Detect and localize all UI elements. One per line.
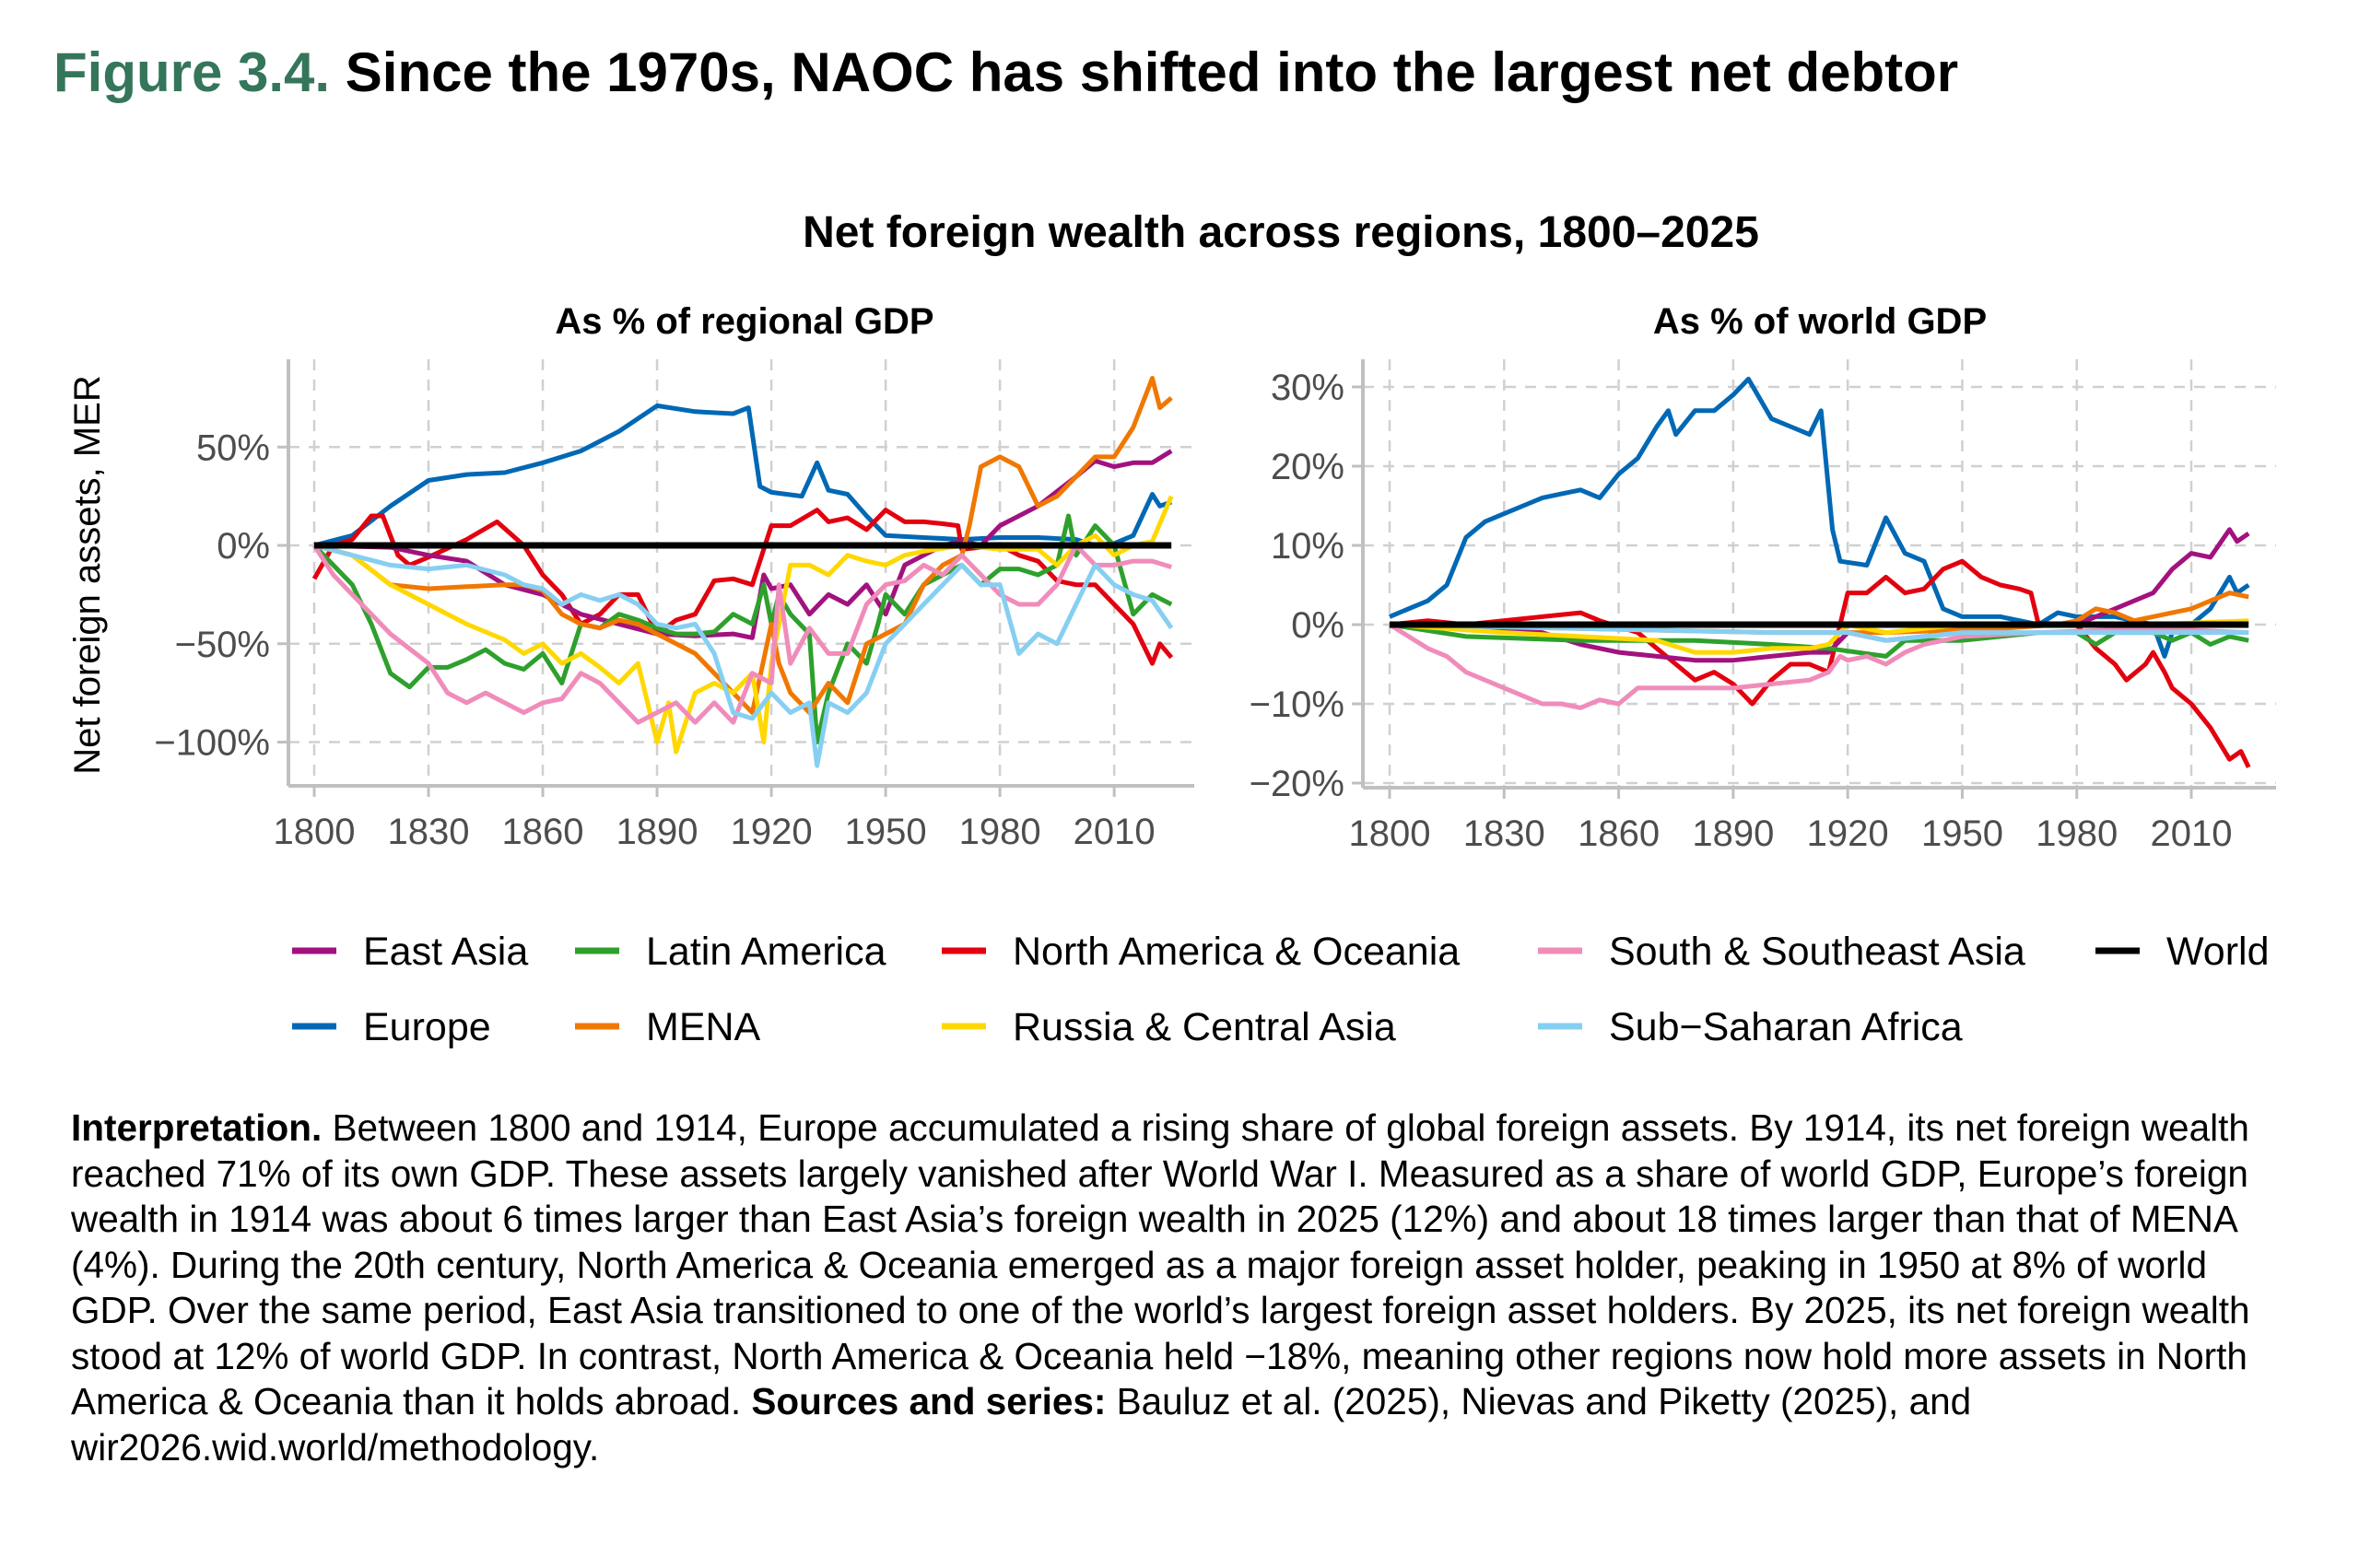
legend-item-world: World xyxy=(2095,930,2270,974)
panel-regional-gdp: As % of regional GDP 1800 1830 1860 1890 192… xyxy=(154,301,1194,852)
x-tick-label: 1950 xyxy=(845,812,927,852)
x-tick-label: 1980 xyxy=(2036,813,2118,854)
panel-title: As % of world GDP xyxy=(1653,301,1987,342)
y-tick-label: 30% xyxy=(1271,368,1344,408)
legend-item-europe: Europe xyxy=(292,1005,491,1049)
interpretation-note: Interpretation. Between 1800 and 1914, E… xyxy=(71,1106,2273,1470)
legend-item-russia: Russia & Central Asia xyxy=(942,1005,1396,1049)
x-tick-label: 2010 xyxy=(1074,812,1156,852)
y-tick-label: −20% xyxy=(1250,764,1344,804)
interpretation-label: Interpretation. xyxy=(71,1106,323,1149)
sources-label: Sources and series: xyxy=(751,1380,1107,1422)
x-tick-label: 1980 xyxy=(959,812,1041,852)
x-tick-label: 1890 xyxy=(1692,813,1774,854)
x-tick-label: 1860 xyxy=(502,812,584,852)
y-tick-label: 50% xyxy=(196,427,270,468)
interpretation-text: Between 1800 and 1914, Europe accumulate… xyxy=(71,1106,2250,1422)
y-tick-label: 20% xyxy=(1271,447,1344,487)
x-tick-label: 2010 xyxy=(2151,813,2233,854)
legend-item-latin-america: Latin America xyxy=(575,930,886,974)
legend-item-east-asia: East Asia xyxy=(292,930,528,974)
legend-item-ssa: Sub−Saharan Africa xyxy=(1538,1005,1963,1049)
x-tick-label: 1830 xyxy=(388,812,470,852)
series-line-naoc xyxy=(1389,558,2251,768)
legend-label: Sub−Saharan Africa xyxy=(1609,1005,1963,1049)
figure-number: Figure 3.4. xyxy=(53,41,331,103)
y-tick-label: 0% xyxy=(1291,605,1344,646)
panel-title: As % of regional GDP xyxy=(555,301,933,342)
x-tick-label: 1920 xyxy=(731,812,813,852)
x-tick-label: 1830 xyxy=(1463,813,1545,854)
panel-world-gdp: As % of world GDP 1800 1830 1860 1890 1920 19… xyxy=(1250,301,2276,854)
legend-label: Latin America xyxy=(646,930,886,974)
legend-item-ssea: South & Southeast Asia xyxy=(1538,930,2025,974)
x-tick-label: 1890 xyxy=(616,812,698,852)
legend-item-naoc: North America & Oceania xyxy=(942,930,1460,974)
y-tick-label: −100% xyxy=(154,723,270,764)
y-tick-label: 10% xyxy=(1271,526,1344,567)
series-line-ssea xyxy=(311,543,1172,725)
legend-label: MENA xyxy=(646,1005,761,1049)
legend-item-mena: MENA xyxy=(575,1005,761,1049)
legend-label: North America & Oceania xyxy=(1013,930,1460,974)
chart-title: Net foreign wealth across regions, 1800–… xyxy=(803,208,1759,257)
legend-label: East Asia xyxy=(363,930,528,974)
y-tick-label: −10% xyxy=(1250,685,1344,725)
series-line-east-asia xyxy=(1389,527,2250,663)
legend-label: South & Southeast Asia xyxy=(1609,930,2025,974)
x-tick-label: 1950 xyxy=(1921,813,2003,854)
figure-heading: Since the 1970s, NAOC has shifted into t… xyxy=(345,41,1959,103)
y-axis-label: Net foreign assets, MER xyxy=(67,375,108,775)
series-line-ssea xyxy=(1388,622,2249,710)
y-tick-label: −50% xyxy=(175,625,270,665)
x-tick-label: 1800 xyxy=(274,812,356,852)
x-tick-label: 1860 xyxy=(1578,813,1660,854)
x-tick-label: 1920 xyxy=(1807,813,1889,854)
series-line-ssa xyxy=(313,543,1174,768)
y-tick-label: 0% xyxy=(217,526,270,567)
legend-label: World xyxy=(2166,930,2270,974)
sources-text: Bauluz et al. (2025), Nievas and Piketty… xyxy=(71,1380,1972,1469)
series-line-ssa xyxy=(1389,622,2249,643)
x-tick-label: 1800 xyxy=(1349,813,1431,854)
legend-label: Russia & Central Asia xyxy=(1013,1005,1396,1049)
legend: East Asia Latin America North America & Oc… xyxy=(292,930,2270,1049)
figure-title: Figure 3.4. Since the 1970s, NAOC has sh… xyxy=(53,41,1958,105)
series-line-europe xyxy=(313,403,1173,548)
legend-label: Europe xyxy=(363,1005,491,1049)
